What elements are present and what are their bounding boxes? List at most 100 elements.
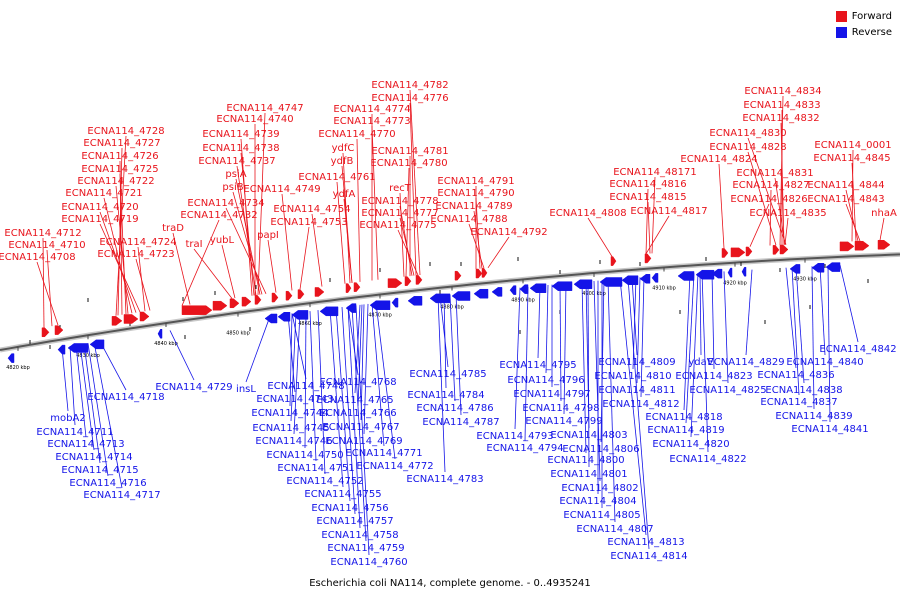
forward-gene-label: ECNA114_4734 (187, 198, 264, 209)
leader-line (317, 310, 326, 475)
leader-line (351, 305, 367, 542)
leader-line (354, 304, 361, 394)
leader-line (232, 191, 263, 295)
forward-gene (123, 314, 139, 324)
leader-line (851, 149, 854, 242)
forward-gene-label: ECNA114_4719 (61, 214, 138, 225)
leader-line (135, 258, 151, 311)
reverse-gene (599, 277, 623, 287)
forward-gene (481, 268, 488, 278)
reverse-gene-label: ECNA114_4752 (286, 476, 363, 487)
leader-line (780, 122, 785, 245)
forward-gene-label: ECNA114_4778 (361, 196, 438, 207)
leader-line (683, 273, 691, 411)
leader-line (99, 223, 141, 313)
forward-gene-label: ECNA114_4781 (371, 146, 448, 157)
reverse-gene (727, 267, 733, 278)
forward-gene (745, 246, 753, 257)
reverse-gene-label: ECNA114_4807 (576, 524, 653, 535)
leader-line (845, 189, 859, 242)
reverse-gene (651, 273, 659, 283)
leader-line (309, 311, 317, 462)
forward-gene-label: ECNA114_4780 (370, 158, 447, 169)
leader-line (371, 125, 379, 280)
forward-gene-label: ECNA114_48171 (613, 167, 697, 178)
reverse-gene (695, 269, 715, 280)
forward-gene-label: ECNA114_4789 (435, 201, 512, 212)
leader-line (405, 167, 410, 277)
leader-line (437, 295, 446, 473)
leader-line (409, 102, 417, 276)
reverse-gene-label: ECNA114_4715 (61, 465, 138, 476)
leader-line (99, 341, 127, 391)
leader-line (299, 226, 310, 290)
leader-line (811, 266, 815, 410)
reverse-gene-label: ECNA114_4839 (775, 411, 852, 422)
leader-line (281, 193, 293, 291)
reverse-gene-label: ECNA114_4811 (598, 385, 675, 396)
forward-gene (345, 283, 352, 293)
forward-gene-label: ECNA114_4775 (359, 220, 436, 231)
forward-gene-label: ECNA114_4835 (749, 208, 826, 219)
forward-gene-label: ECNA114_4720 (61, 202, 138, 213)
leader-line (645, 188, 649, 254)
forward-gene-label: ydfA (333, 189, 356, 200)
leader-line (235, 178, 261, 295)
leader-line (245, 316, 271, 383)
forward-gene (721, 248, 729, 258)
legend-item-reverse[interactable]: Reverse (835, 24, 892, 40)
forward-gene (181, 305, 213, 315)
leader-line (723, 271, 729, 384)
reverse-gene-label: insL (236, 384, 256, 395)
leader-line (103, 197, 133, 314)
leader-line (93, 342, 123, 489)
forward-gene-label: ECNA114_4747 (226, 103, 303, 114)
leader-line (341, 307, 356, 515)
reverse-gene-label: ECNA114_4771 (345, 448, 422, 459)
leader-line (647, 201, 651, 254)
forward-gene-label: ECNA114_4833 (743, 100, 820, 111)
leader-line (619, 278, 647, 536)
reverse-gene-label: ECNA114_4714 (55, 452, 132, 463)
reverse-gene-label: ECNA114_4756 (311, 503, 388, 514)
reverse-gene (529, 283, 547, 293)
forward-gene (404, 276, 412, 286)
reverse-gene-label: ECNA114_4713 (47, 439, 124, 450)
leader-line (487, 236, 510, 269)
reverse-gene-label: ECNA114_4711 (36, 427, 113, 438)
leader-line (745, 269, 753, 356)
leader-line (75, 345, 87, 438)
leader-line (79, 344, 95, 451)
forward-gene-label: ydfB (331, 156, 354, 167)
reverse-gene-label: ECNA114_4743 (256, 394, 333, 405)
leader-line (587, 217, 613, 257)
reverse-gene-label: ECNA114_4804 (559, 496, 636, 507)
forward-gene-label: ECNA114_4831 (736, 168, 813, 179)
leader-line (311, 213, 323, 287)
reverse-gene-label: ECNA114_4809 (598, 357, 675, 368)
leader-line (819, 265, 826, 356)
forward-gene-label: psiB (222, 182, 243, 193)
leader-line (87, 343, 109, 477)
leader-line (399, 217, 415, 276)
forward-gene (772, 245, 780, 255)
reverse-gene-label: ECNA114_4794 (486, 443, 563, 454)
reverse-gene (345, 303, 357, 313)
leader-line (514, 287, 521, 430)
forward-gene-label: ECNA114_4845 (813, 153, 890, 164)
leader-line (718, 163, 725, 249)
forward-gene-label: ECNA114_4832 (742, 113, 819, 124)
reverse-gene (573, 279, 593, 289)
leader-line (36, 261, 59, 326)
reverse-gene-label: ECNA114_4768 (319, 377, 396, 388)
legend-item-forward[interactable]: Forward (835, 8, 892, 24)
reverse-gene-label: ECNA114_4838 (765, 385, 842, 396)
leader-line (545, 285, 549, 374)
reverse-gene (157, 329, 163, 339)
reverse-gene-label: ECNA114_4836 (757, 370, 834, 381)
leader-line (363, 303, 369, 435)
leader-line (329, 308, 344, 488)
reverse-gene (369, 300, 391, 310)
leader-line (795, 267, 805, 384)
